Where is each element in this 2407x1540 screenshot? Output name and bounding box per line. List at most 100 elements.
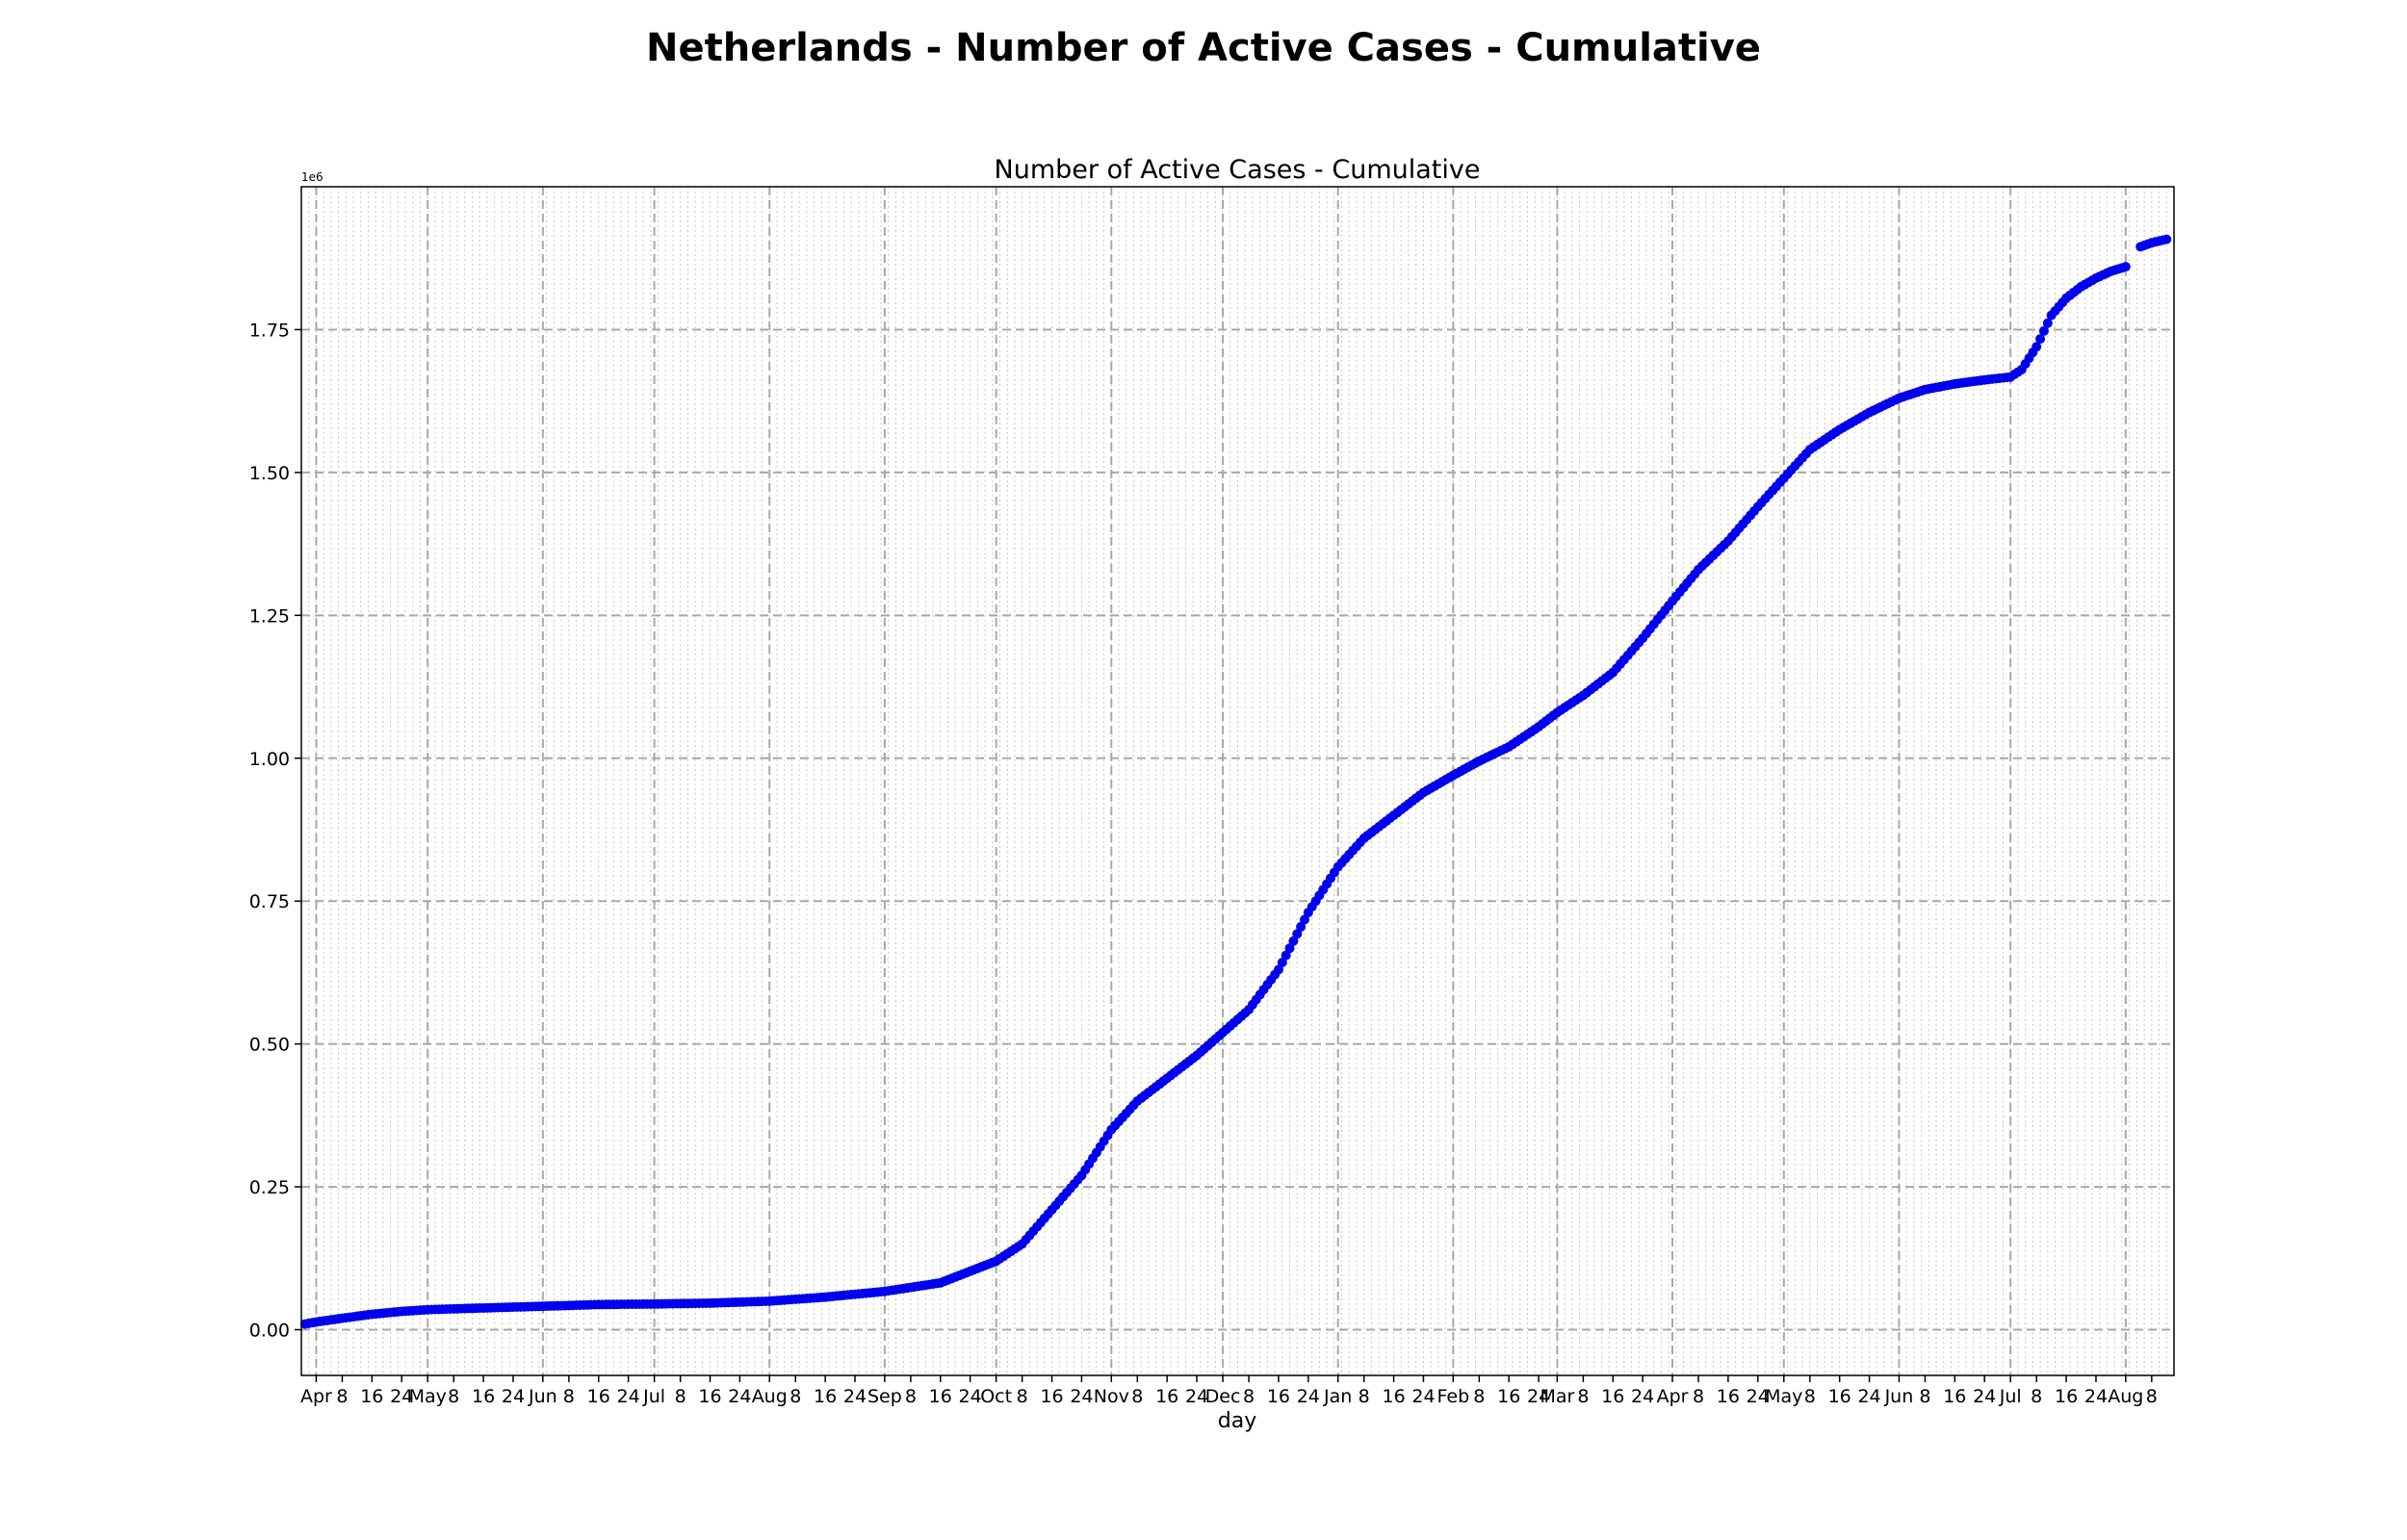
x-tick-label-day: 8 [1919, 1386, 1930, 1407]
data-point [2161, 234, 2172, 244]
x-tick-label-day: 16 [1943, 1386, 1966, 1407]
y-offset-label: 1e6 [301, 170, 324, 184]
x-tick-label-day: 8 [336, 1386, 348, 1407]
x-tick-label-day: 16 [1601, 1386, 1624, 1407]
x-tick-label-day: 24 [1411, 1386, 1435, 1407]
x-tick-label-day: 8 [1473, 1386, 1485, 1407]
x-tick-label-day: 8 [2146, 1386, 2158, 1407]
minor-grid [300, 187, 2175, 1375]
data-point [1273, 964, 1283, 975]
x-tick-label-month: Sep [867, 1386, 902, 1407]
x-tick-label-month: May [409, 1386, 447, 1407]
x-tick-label-day: 24 [959, 1386, 982, 1407]
data-point [1299, 914, 1309, 925]
x-tick-label-day: 24 [1527, 1386, 1550, 1407]
x-tick-label-month: Jul [1999, 1386, 2022, 1407]
data-point [2038, 325, 2049, 336]
x-tick-label-day: 8 [1359, 1386, 1370, 1407]
y-axis-ticks: 0.00 0.25 0.50 0.75 1.00 1.25 1.50 1.75 [249, 320, 301, 1342]
data-point [2032, 342, 2042, 352]
axes-title: Number of Active Cases - Cumulative [995, 155, 1481, 185]
x-tick-label-day: 24 [1185, 1386, 1208, 1407]
x-tick-label-month: Apr [300, 1386, 332, 1407]
x-tick-label-month: Jan [1323, 1386, 1352, 1407]
x-tick-label-day: 16 [1040, 1386, 1063, 1407]
x-tick-label-day: 24 [1631, 1386, 1654, 1407]
plot-frame [300, 186, 2175, 1376]
x-tick-label-month: Aug [752, 1386, 788, 1407]
x-tick-label-day: 24 [390, 1386, 413, 1407]
x-tick-label-day: 8 [1693, 1386, 1704, 1407]
x-tick-label-day: 24 [1747, 1386, 1770, 1407]
x-tick-label-day: 16 [1497, 1386, 1520, 1407]
x-tick-label-day: 16 [929, 1386, 952, 1407]
y-tick-label: 0.75 [249, 891, 290, 912]
data-point [1277, 958, 1287, 968]
data-point [2035, 334, 2046, 345]
x-tick-label-day: 16 [1155, 1386, 1178, 1407]
x-tick-label-month: Apr [1657, 1386, 1689, 1407]
major-grid [301, 187, 2174, 1375]
x-tick-label-month: Jul [642, 1386, 665, 1407]
x-tick-label-day: 16 [1382, 1386, 1405, 1407]
x-tick-label-day: 16 [360, 1386, 383, 1407]
y-tick-label: 1.00 [249, 749, 290, 770]
chart-title: Netherlands - Number of Active Cases - C… [646, 26, 1761, 70]
x-tick-label-day: 8 [905, 1386, 917, 1407]
y-tick-label: 0.00 [249, 1321, 290, 1342]
x-tick-label-day: 16 [2055, 1386, 2078, 1407]
x-tick-label-day: 24 [1297, 1386, 1320, 1407]
x-tick-label-day: 16 [587, 1386, 610, 1407]
x-tick-label-day: 16 [1828, 1386, 1851, 1407]
y-tick-label: 1.25 [249, 605, 290, 627]
data-point [1288, 936, 1299, 946]
y-tick-label: 0.25 [249, 1177, 290, 1198]
data-series [299, 262, 2131, 1329]
x-tick-label-day: 24 [1973, 1386, 1996, 1407]
data-point [2120, 262, 2131, 272]
x-tick-label-day: 24 [2084, 1386, 2108, 1407]
x-tick-label-month: May [1765, 1386, 1802, 1407]
x-tick-label-day: 8 [1243, 1386, 1255, 1407]
x-tick-label-day: 8 [1577, 1386, 1589, 1407]
x-tick-label-day: 24 [1857, 1386, 1880, 1407]
x-tick-label-day: 16 [698, 1386, 721, 1407]
x-tick-label-day: 24 [617, 1386, 640, 1407]
x-tick-label-month: Jun [1884, 1386, 1914, 1407]
y-tick-label: 1.50 [249, 463, 290, 484]
data-point [1296, 921, 1307, 932]
x-tick-label-day: 8 [563, 1386, 575, 1407]
x-tick-label-day: 8 [2031, 1386, 2042, 1407]
x-tick-label-month: Nov [1094, 1386, 1129, 1407]
x-tick-label-day: 16 [814, 1386, 837, 1407]
x-tick-label-day: 8 [675, 1386, 686, 1407]
x-tick-label-day: 24 [843, 1386, 867, 1407]
data-point [1292, 929, 1303, 939]
x-tick-label-month: Dec [1205, 1386, 1241, 1407]
x-tick-label-month: Jun [528, 1386, 557, 1407]
y-tick-label: 0.50 [249, 1035, 290, 1056]
x-tick-label-day: 16 [472, 1386, 495, 1407]
x-tick-label-month: Mar [1540, 1386, 1574, 1407]
data-point [1284, 943, 1295, 954]
x-tick-label-day: 16 [1267, 1386, 1290, 1407]
x-axis-label: day [1218, 1409, 1256, 1433]
x-tick-label-day: 16 [1717, 1386, 1740, 1407]
data-point [2042, 318, 2053, 328]
data-point [1281, 950, 1291, 961]
x-tick-label-day: 24 [1070, 1386, 1093, 1407]
x-tick-label-day: 8 [1131, 1386, 1143, 1407]
x-tick-label-day: 24 [728, 1386, 751, 1407]
x-tick-label-day: 8 [448, 1386, 459, 1407]
x-tick-label-day: 8 [1804, 1386, 1816, 1407]
data-points [299, 234, 2172, 1329]
data-series [2135, 234, 2172, 252]
x-tick-label-day: 8 [1017, 1386, 1028, 1407]
x-tick-label-day: 24 [502, 1386, 525, 1407]
x-tick-label-month: Aug [2108, 1386, 2143, 1407]
x-tick-label-day: 8 [789, 1386, 801, 1407]
x-tick-label-month: Oct [980, 1386, 1012, 1407]
